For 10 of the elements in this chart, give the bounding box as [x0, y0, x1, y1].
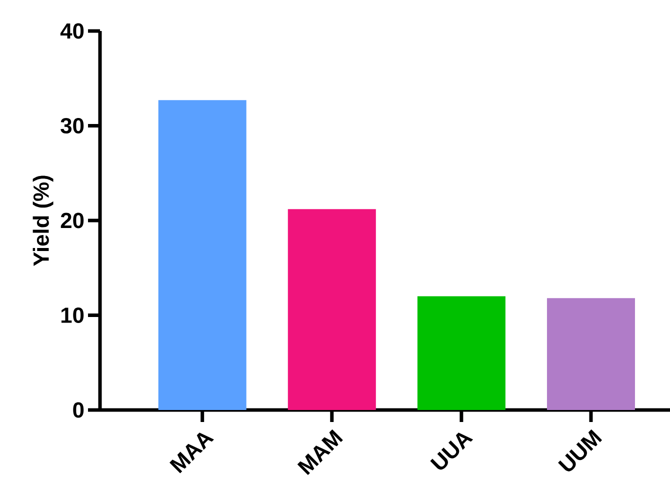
bar: [546, 298, 635, 410]
y-axis-title: Yield (%): [32, 176, 54, 266]
bar: [288, 209, 376, 410]
y-tick-label: 10: [61, 307, 84, 323]
y-tick-label: 40: [60, 23, 84, 39]
bar: [417, 296, 506, 410]
y-tick-label: 30: [60, 118, 84, 134]
y-tick-label: 0: [73, 402, 84, 418]
y-tick-label: 20: [60, 212, 84, 228]
bar: [158, 100, 246, 410]
